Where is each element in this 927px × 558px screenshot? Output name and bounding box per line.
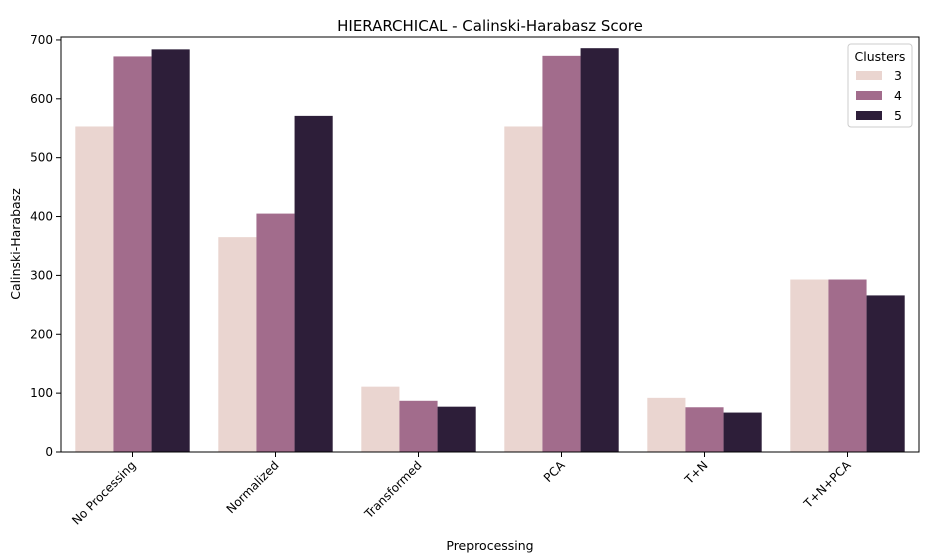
bar-t-n-clusters-4 <box>685 407 724 452</box>
bar-pca-clusters-3 <box>504 126 543 453</box>
x-axis: No Processing Normalized Transformed PCA T+N… <box>69 452 854 528</box>
y-tick-label: 100 <box>30 386 53 400</box>
bar-no-processing-clusters-4 <box>113 56 152 452</box>
chart-title: HIERARCHICAL - Calinski-Harabasz Score <box>337 17 643 35</box>
bar-transformed-clusters-3 <box>361 386 400 452</box>
bar-t-n-clusters-5 <box>723 412 762 452</box>
legend-box <box>847 43 913 128</box>
bar-t-n-clusters-3 <box>647 397 686 452</box>
bar-normalized-clusters-3 <box>218 237 257 452</box>
bar-pca-clusters-4 <box>542 55 581 452</box>
bar-no-processing-clusters-5 <box>151 49 190 453</box>
legend-swatch <box>856 71 882 80</box>
legend: Clusters 3 4 5 <box>847 43 913 128</box>
bar-transformed-clusters-4 <box>399 400 438 452</box>
x-tick-label: T+N <box>681 458 710 487</box>
bar-t-n-pca-clusters-3 <box>790 279 829 452</box>
y-tick-label: 0 <box>45 445 53 459</box>
x-tick-label: T+N+PCA <box>800 458 854 512</box>
bar-t-n-pca-clusters-4 <box>828 279 867 452</box>
y-tick-label: 500 <box>30 151 53 165</box>
bar-transformed-clusters-5 <box>437 406 476 452</box>
y-tick-label: 700 <box>30 33 53 47</box>
legend-swatch <box>856 111 882 120</box>
y-tick-label: 300 <box>30 268 53 282</box>
x-axis-label: Preprocessing <box>446 538 533 553</box>
y-tick-label: 400 <box>30 210 53 224</box>
legend-label: 4 <box>894 88 902 103</box>
x-tick-label: No Processing <box>69 458 138 527</box>
x-tick-label: PCA <box>541 458 568 485</box>
bar-normalized-clusters-5 <box>294 115 333 453</box>
bars-group <box>75 48 905 453</box>
x-tick-label: Normalized <box>224 458 282 516</box>
bar-t-n-pca-clusters-5 <box>866 295 905 452</box>
y-axis-label: Calinski-Harabasz <box>8 188 23 300</box>
plot-frame <box>60 36 920 453</box>
y-axis: 0 100 200 300 400 500 600 700 <box>30 33 61 459</box>
y-tick-label: 200 <box>30 327 53 341</box>
legend-title: Clusters <box>855 49 906 64</box>
x-tick-label: Transformed <box>361 458 424 521</box>
legend-label: 5 <box>894 108 902 123</box>
legend-swatch <box>856 91 882 100</box>
bar-normalized-clusters-4 <box>256 213 295 452</box>
legend-label: 3 <box>894 68 902 83</box>
bar-pca-clusters-5 <box>580 48 619 453</box>
y-tick-label: 600 <box>30 92 53 106</box>
bar-no-processing-clusters-3 <box>75 126 114 453</box>
